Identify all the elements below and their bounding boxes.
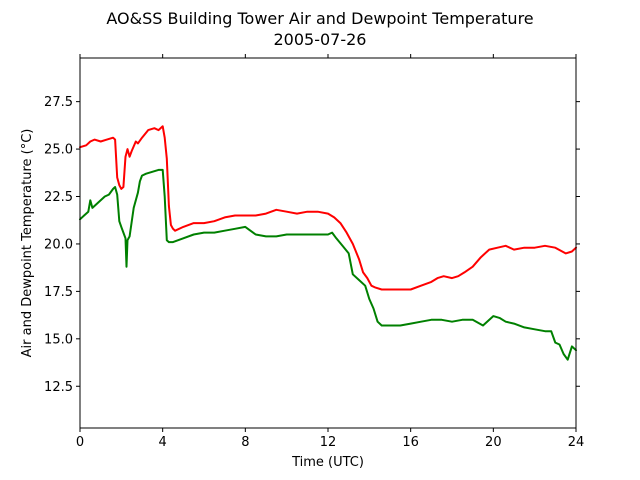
x-tick-label: 12 (320, 435, 337, 450)
y-tick-label: 12.5 (44, 380, 73, 395)
series-line-1 (79, 125, 577, 291)
chart-subtitle: 2005-07-26 (274, 30, 367, 49)
y-axis: 12.5 15.0 17.5 20.0 22.5 25.0 27.5 (44, 95, 580, 395)
x-axis-label: Time (UTC) (291, 455, 364, 470)
y-tick-label: 25.0 (44, 143, 73, 158)
y-axis-label: Air and Dewpoint Temperature (°C) (20, 129, 35, 358)
x-tick-label: 4 (159, 435, 167, 450)
x-tick-label: 8 (241, 435, 249, 450)
x-tick-label: 20 (485, 435, 502, 450)
x-tick-label: 0 (76, 435, 84, 450)
series-layer (79, 125, 577, 361)
series-line-2 (79, 168, 577, 361)
y-tick-label: 27.5 (44, 95, 73, 110)
y-tick-label: 15.0 (44, 332, 73, 347)
y-tick-label: 17.5 (44, 285, 73, 300)
y-tick-label: 20.0 (44, 237, 73, 252)
y-tick-label: 22.5 (44, 190, 73, 205)
chart-title: AO&SS Building Tower Air and Dewpoint Te… (106, 9, 533, 28)
x-axis: 0 4 8 12 16 20 24 (76, 54, 584, 450)
x-tick-label: 16 (402, 435, 419, 450)
x-tick-label: 24 (568, 435, 585, 450)
